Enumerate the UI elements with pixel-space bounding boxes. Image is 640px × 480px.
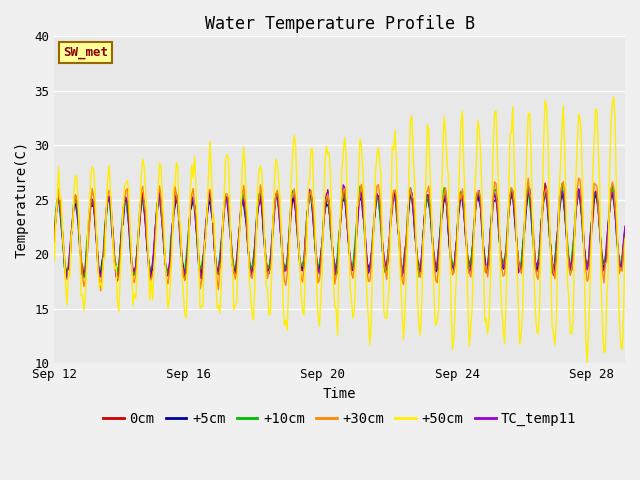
0cm bbox=[541, 180, 549, 186]
X-axis label: Time: Time bbox=[323, 387, 356, 401]
+5cm bbox=[453, 235, 461, 241]
Y-axis label: Temperature(C): Temperature(C) bbox=[15, 141, 29, 258]
0cm bbox=[243, 223, 250, 229]
TC_temp11 bbox=[51, 232, 58, 238]
TC_temp11 bbox=[454, 212, 462, 218]
Line: +30cm: +30cm bbox=[54, 178, 625, 291]
+50cm bbox=[610, 94, 618, 100]
+5cm bbox=[575, 187, 582, 192]
+30cm bbox=[565, 264, 573, 270]
+30cm bbox=[575, 175, 582, 181]
+50cm bbox=[367, 318, 375, 324]
TC_temp11 bbox=[471, 208, 479, 214]
+10cm bbox=[470, 231, 477, 237]
+30cm bbox=[51, 239, 58, 245]
+30cm bbox=[97, 288, 104, 294]
+30cm bbox=[470, 234, 477, 240]
Legend: 0cm, +5cm, +10cm, +30cm, +50cm, TC_temp11: 0cm, +5cm, +10cm, +30cm, +50cm, TC_temp1… bbox=[97, 406, 582, 432]
+10cm bbox=[369, 233, 376, 239]
+5cm bbox=[181, 276, 189, 282]
+10cm bbox=[621, 225, 629, 230]
0cm bbox=[369, 241, 376, 247]
Line: +50cm: +50cm bbox=[54, 97, 625, 363]
TC_temp11 bbox=[621, 223, 629, 229]
0cm bbox=[453, 238, 461, 244]
+30cm bbox=[453, 240, 461, 246]
+10cm bbox=[80, 275, 88, 280]
+50cm bbox=[621, 237, 629, 242]
+30cm bbox=[369, 238, 376, 244]
Title: Water Temperature Profile B: Water Temperature Profile B bbox=[205, 15, 475, 33]
+50cm bbox=[583, 360, 591, 366]
+10cm bbox=[223, 194, 230, 200]
+10cm bbox=[51, 227, 58, 233]
+5cm bbox=[223, 196, 230, 202]
Line: +5cm: +5cm bbox=[54, 190, 625, 279]
+5cm bbox=[565, 258, 573, 264]
Text: SW_met: SW_met bbox=[63, 46, 108, 59]
+50cm bbox=[241, 166, 249, 171]
0cm bbox=[114, 278, 122, 284]
0cm bbox=[223, 194, 230, 200]
+5cm bbox=[369, 240, 376, 246]
TC_temp11 bbox=[63, 276, 71, 281]
TC_temp11 bbox=[566, 266, 574, 272]
+5cm bbox=[243, 222, 250, 228]
+10cm bbox=[453, 240, 461, 245]
0cm bbox=[566, 266, 574, 272]
+5cm bbox=[470, 227, 477, 233]
+50cm bbox=[468, 304, 476, 310]
TC_temp11 bbox=[223, 195, 230, 201]
TC_temp11 bbox=[339, 182, 347, 188]
0cm bbox=[470, 235, 477, 241]
TC_temp11 bbox=[370, 218, 378, 224]
+50cm bbox=[221, 157, 229, 163]
+10cm bbox=[566, 271, 574, 276]
0cm bbox=[51, 229, 58, 235]
+50cm bbox=[564, 281, 572, 287]
TC_temp11 bbox=[243, 219, 250, 225]
+10cm bbox=[243, 219, 250, 225]
+10cm bbox=[558, 181, 566, 187]
+30cm bbox=[621, 235, 629, 240]
+50cm bbox=[452, 292, 460, 298]
+30cm bbox=[223, 191, 230, 197]
Line: TC_temp11: TC_temp11 bbox=[54, 185, 625, 278]
0cm bbox=[621, 228, 629, 234]
+30cm bbox=[243, 213, 250, 218]
+50cm bbox=[51, 257, 58, 263]
Line: +10cm: +10cm bbox=[54, 184, 625, 277]
+5cm bbox=[621, 226, 629, 232]
Line: 0cm: 0cm bbox=[54, 183, 625, 281]
+5cm bbox=[51, 231, 58, 237]
